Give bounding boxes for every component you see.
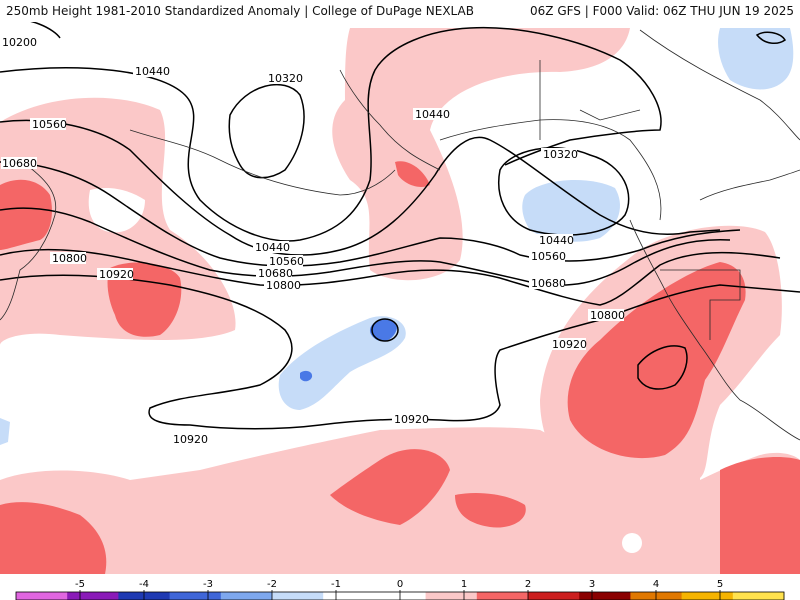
legend-tick-label: 2 [525, 579, 531, 590]
legend-swatch [323, 592, 375, 600]
contour-label: 10560 [531, 250, 566, 263]
legend-swatch [732, 592, 785, 600]
negative-anomaly-dark [300, 319, 397, 382]
legend-swatch [681, 592, 734, 600]
model-valid-time: 06Z GFS | F000 Valid: 06Z THU JUN 19 202… [530, 4, 794, 18]
legend-swatch [16, 592, 68, 600]
contour-label: 10560 [269, 255, 304, 268]
contour-label: 10320 [543, 148, 578, 161]
contour-label: 10800 [590, 309, 625, 322]
contour-label: 10800 [52, 252, 87, 265]
legend-tick-label: 4 [653, 579, 659, 590]
legend-tick-label: -4 [139, 579, 149, 590]
legend-swatch [528, 592, 580, 600]
contour-label: 10440 [415, 108, 450, 121]
legend-swatch [425, 592, 478, 600]
anomaly-map: 10200 10320 10320 10440 10440 10440 1044… [0, 22, 800, 574]
contour-label: 10440 [539, 234, 574, 247]
legend-tick-label: -5 [75, 579, 85, 590]
legend-ticks: -5 -4 -3 -2 -1 0 1 2 3 4 5 [75, 579, 723, 600]
contour-label: 10680 [2, 157, 37, 170]
height-contours [0, 22, 800, 430]
contour-label: 10440 [255, 241, 290, 254]
contour-label-group: 10200 10320 10320 10440 10440 10440 1044… [1, 36, 625, 446]
legend-swatch [169, 592, 222, 600]
legend-tick-label: -2 [267, 579, 277, 590]
legend-tick-label: 5 [717, 579, 723, 590]
legend-tick-label: 3 [589, 579, 595, 590]
legend-tick-label: -1 [331, 579, 341, 590]
legend-tick-label: -3 [203, 579, 213, 590]
contour-label: 10680 [258, 267, 293, 280]
legend-swatch [476, 592, 529, 600]
legend-tick-label: 1 [461, 579, 467, 590]
contour-label: 10560 [32, 118, 67, 131]
legend-swatch [579, 592, 631, 600]
negative-anomaly-light [0, 28, 794, 445]
contour-label: 10680 [531, 277, 566, 290]
legend-tick-label: 0 [397, 579, 403, 590]
legend-swatch [220, 592, 273, 600]
legend-swatch [67, 592, 119, 600]
closed-contour [371, 318, 399, 342]
contour-label: 10320 [268, 72, 303, 85]
coastlines [0, 29, 800, 441]
contour-label: 10440 [135, 65, 170, 78]
legend-swatch [272, 592, 324, 600]
map-header: 250mb Height 1981-2010 Standardized Anom… [0, 0, 800, 23]
contour-label: 10920 [394, 413, 429, 426]
contour-label: 10920 [552, 338, 587, 351]
contour-label: 10800 [266, 279, 301, 292]
neutral-anomaly [88, 188, 642, 553]
contour-label: 10200 [2, 36, 37, 49]
positive-anomaly-dark [0, 161, 800, 574]
anomaly-legend: -5 -4 -3 -2 -1 0 1 2 3 4 5 [0, 574, 800, 600]
contour-label: 10920 [173, 433, 208, 446]
map-title: 250mb Height 1981-2010 Standardized Anom… [6, 4, 474, 18]
contour-label: 10920 [99, 268, 134, 281]
